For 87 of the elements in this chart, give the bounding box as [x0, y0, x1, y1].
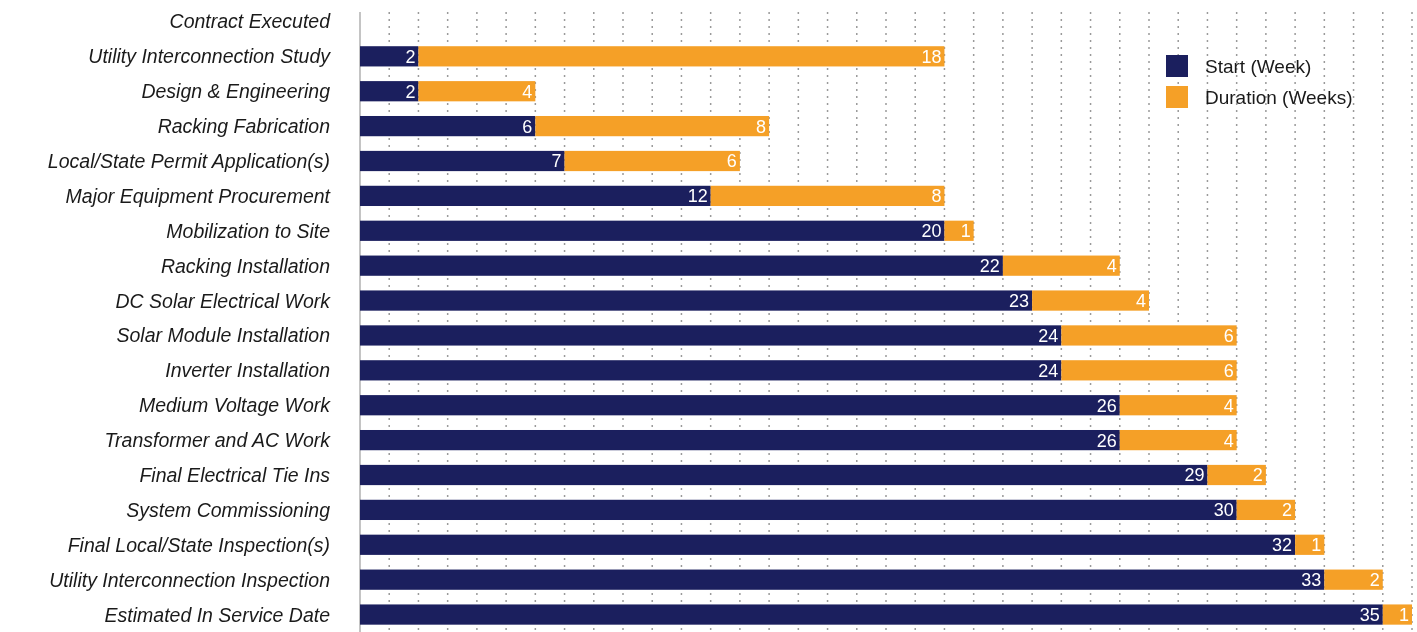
- data-label: 1: [1398, 605, 1409, 626]
- y-tick-label: System Commissioning: [126, 498, 331, 521]
- bar: [710, 185, 945, 207]
- data-label: 8: [756, 116, 767, 137]
- y-tick-label: Medium Voltage Work: [138, 394, 332, 417]
- data-label: 6: [1223, 325, 1234, 346]
- data-label: 24: [1038, 360, 1059, 381]
- bar: [360, 150, 565, 172]
- y-tick-label: Local/State Permit Application(s): [47, 150, 330, 173]
- data-label: 12: [687, 186, 708, 207]
- data-label: 33: [1301, 570, 1322, 591]
- data-label: 6: [726, 151, 737, 172]
- data-label: 32: [1272, 535, 1293, 556]
- data-label: 26: [1096, 395, 1117, 416]
- data-label: 23: [1009, 291, 1030, 312]
- bar: [1382, 604, 1412, 625]
- y-tick-label: Mobilization to Site: [166, 219, 331, 242]
- bar: [360, 464, 1208, 486]
- y-tick-label: Racking Fabrication: [157, 115, 330, 138]
- data-label: 1: [1311, 535, 1322, 556]
- bar: [418, 46, 945, 67]
- legend-label: Start (Week): [1205, 55, 1312, 77]
- y-tick-label: Final Local/State Inspection(s): [67, 533, 330, 556]
- bar: [360, 499, 1237, 521]
- y-tick-label: Transformer and AC Work: [104, 429, 332, 452]
- data-label: 30: [1213, 500, 1234, 521]
- bar: [360, 534, 1296, 555]
- data-label: 35: [1359, 605, 1380, 626]
- y-tick-label: Estimated In Service Date: [104, 603, 331, 626]
- bar: [360, 185, 711, 207]
- bar: [360, 290, 1033, 311]
- bar: [360, 360, 1062, 381]
- data-label: 7: [551, 151, 562, 172]
- bar: [360, 46, 419, 67]
- bar: [360, 604, 1383, 625]
- bar: [1207, 464, 1266, 486]
- y-tick-label: Utility Interconnection Study: [88, 45, 332, 68]
- data-label: 4: [1135, 291, 1146, 312]
- data-label: 2: [1252, 465, 1263, 486]
- bar: [1061, 325, 1237, 346]
- y-tick-label: Inverter Installation: [165, 359, 330, 382]
- data-label: 24: [1038, 325, 1059, 346]
- y-tick-label: Racking Installation: [160, 254, 330, 277]
- data-label: 2: [1369, 570, 1380, 591]
- bar: [360, 81, 419, 102]
- data-label: 2: [1282, 500, 1293, 521]
- y-tick-label: Design & Engineering: [141, 80, 331, 103]
- data-label: 1: [960, 221, 971, 242]
- data-label: 6: [1223, 360, 1234, 381]
- data-label: 2: [405, 81, 416, 102]
- bar: [418, 81, 536, 102]
- data-label: 4: [1223, 430, 1234, 451]
- bar: [360, 115, 536, 137]
- bar: [1236, 499, 1296, 521]
- bar: [1002, 255, 1120, 276]
- y-tick-label: Final Electrical Tie Ins: [139, 464, 331, 487]
- y-tick-label: Major Equipment Procurement: [65, 184, 332, 207]
- bar: [1119, 395, 1237, 416]
- bar: [1119, 429, 1237, 451]
- bar: [360, 395, 1120, 416]
- data-label: 2: [405, 46, 416, 67]
- data-label: 4: [522, 81, 533, 102]
- data-label: 20: [921, 221, 942, 242]
- bar: [944, 220, 974, 241]
- y-tick-label: Utility Interconnection Inspection: [49, 568, 330, 591]
- data-label: 4: [1106, 256, 1117, 277]
- data-label: 29: [1184, 465, 1205, 486]
- legend-label: Duration (Weeks): [1205, 86, 1353, 108]
- bar: [360, 325, 1062, 346]
- bar: [360, 255, 1003, 276]
- bar: [360, 429, 1120, 451]
- data-label: 6: [522, 116, 533, 137]
- bar: [360, 220, 945, 241]
- bar: [564, 150, 740, 172]
- y-tick-label: Contract Executed: [169, 10, 332, 33]
- y-tick-label: Solar Module Installation: [116, 324, 330, 347]
- data-label: 4: [1223, 395, 1234, 416]
- bar: [360, 569, 1325, 590]
- data-label: 26: [1096, 430, 1117, 451]
- bar: [1032, 290, 1149, 311]
- data-label: 22: [979, 256, 1000, 277]
- y-tick-label: DC Solar Electrical Work: [115, 289, 332, 312]
- data-label: 18: [921, 46, 942, 67]
- bar: [1061, 360, 1237, 381]
- bar: [535, 115, 770, 137]
- bar: [1324, 569, 1383, 590]
- data-label: 8: [931, 186, 942, 207]
